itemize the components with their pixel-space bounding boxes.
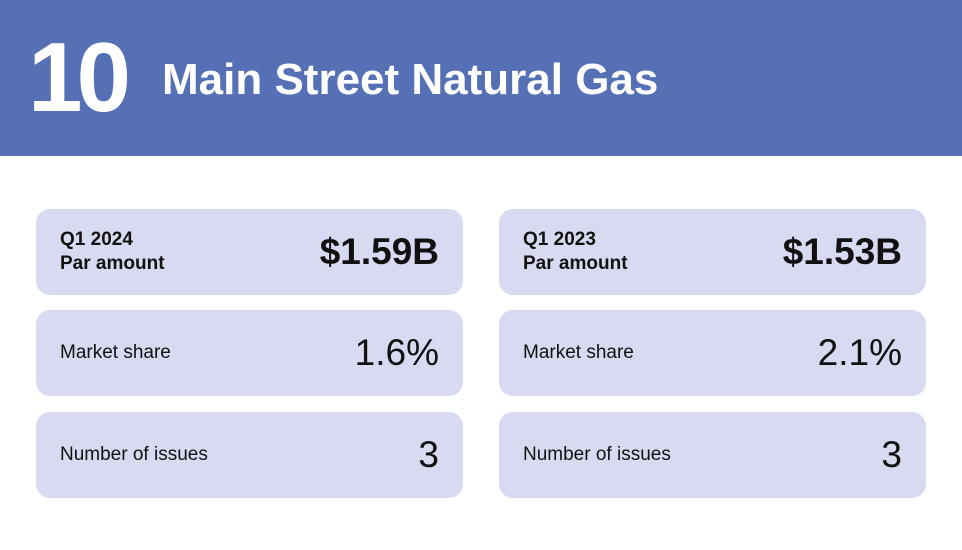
q1-2023-market-share-value: 2.1%: [817, 332, 902, 373]
header-banner: 10 Main Street Natural Gas: [0, 0, 962, 156]
q1-2024-issues-card: Number of issues 3: [36, 412, 463, 498]
q1-2024-market-share-value: 1.6%: [354, 332, 439, 373]
q1-2023-par-value: $1.53B: [782, 231, 902, 272]
number-of-issues-label: Number of issues: [523, 444, 671, 465]
q1-2024-issues-value: 3: [418, 434, 439, 475]
q1-2023-par-card: Q1 2023 Par amount $1.53B: [499, 209, 926, 295]
page-title: Main Street Natural Gas: [162, 55, 659, 104]
q1-2024-market-share-card: Market share 1.6%: [36, 310, 463, 396]
rank-number: 10: [28, 22, 131, 132]
q1-2024-par-value: $1.59B: [319, 231, 439, 272]
q1-2023-issues-value: 3: [881, 434, 902, 475]
number-of-issues-label: Number of issues: [60, 444, 208, 465]
q1-2024-par-label: Q1 2024 Par amount: [60, 228, 165, 276]
par-amount-label: Par amount: [523, 253, 628, 274]
market-share-label: Market share: [60, 342, 171, 363]
market-share-label: Market share: [523, 342, 634, 363]
period-label: Q1 2024: [60, 229, 133, 250]
q1-2023-market-share-card: Market share 2.1%: [499, 310, 926, 396]
period-label: Q1 2023: [523, 229, 596, 250]
q1-2024-par-card: Q1 2024 Par amount $1.59B: [36, 209, 463, 295]
q1-2023-issues-card: Number of issues 3: [499, 412, 926, 498]
par-amount-label: Par amount: [60, 253, 165, 274]
q1-2023-par-label: Q1 2023 Par amount: [523, 228, 628, 276]
